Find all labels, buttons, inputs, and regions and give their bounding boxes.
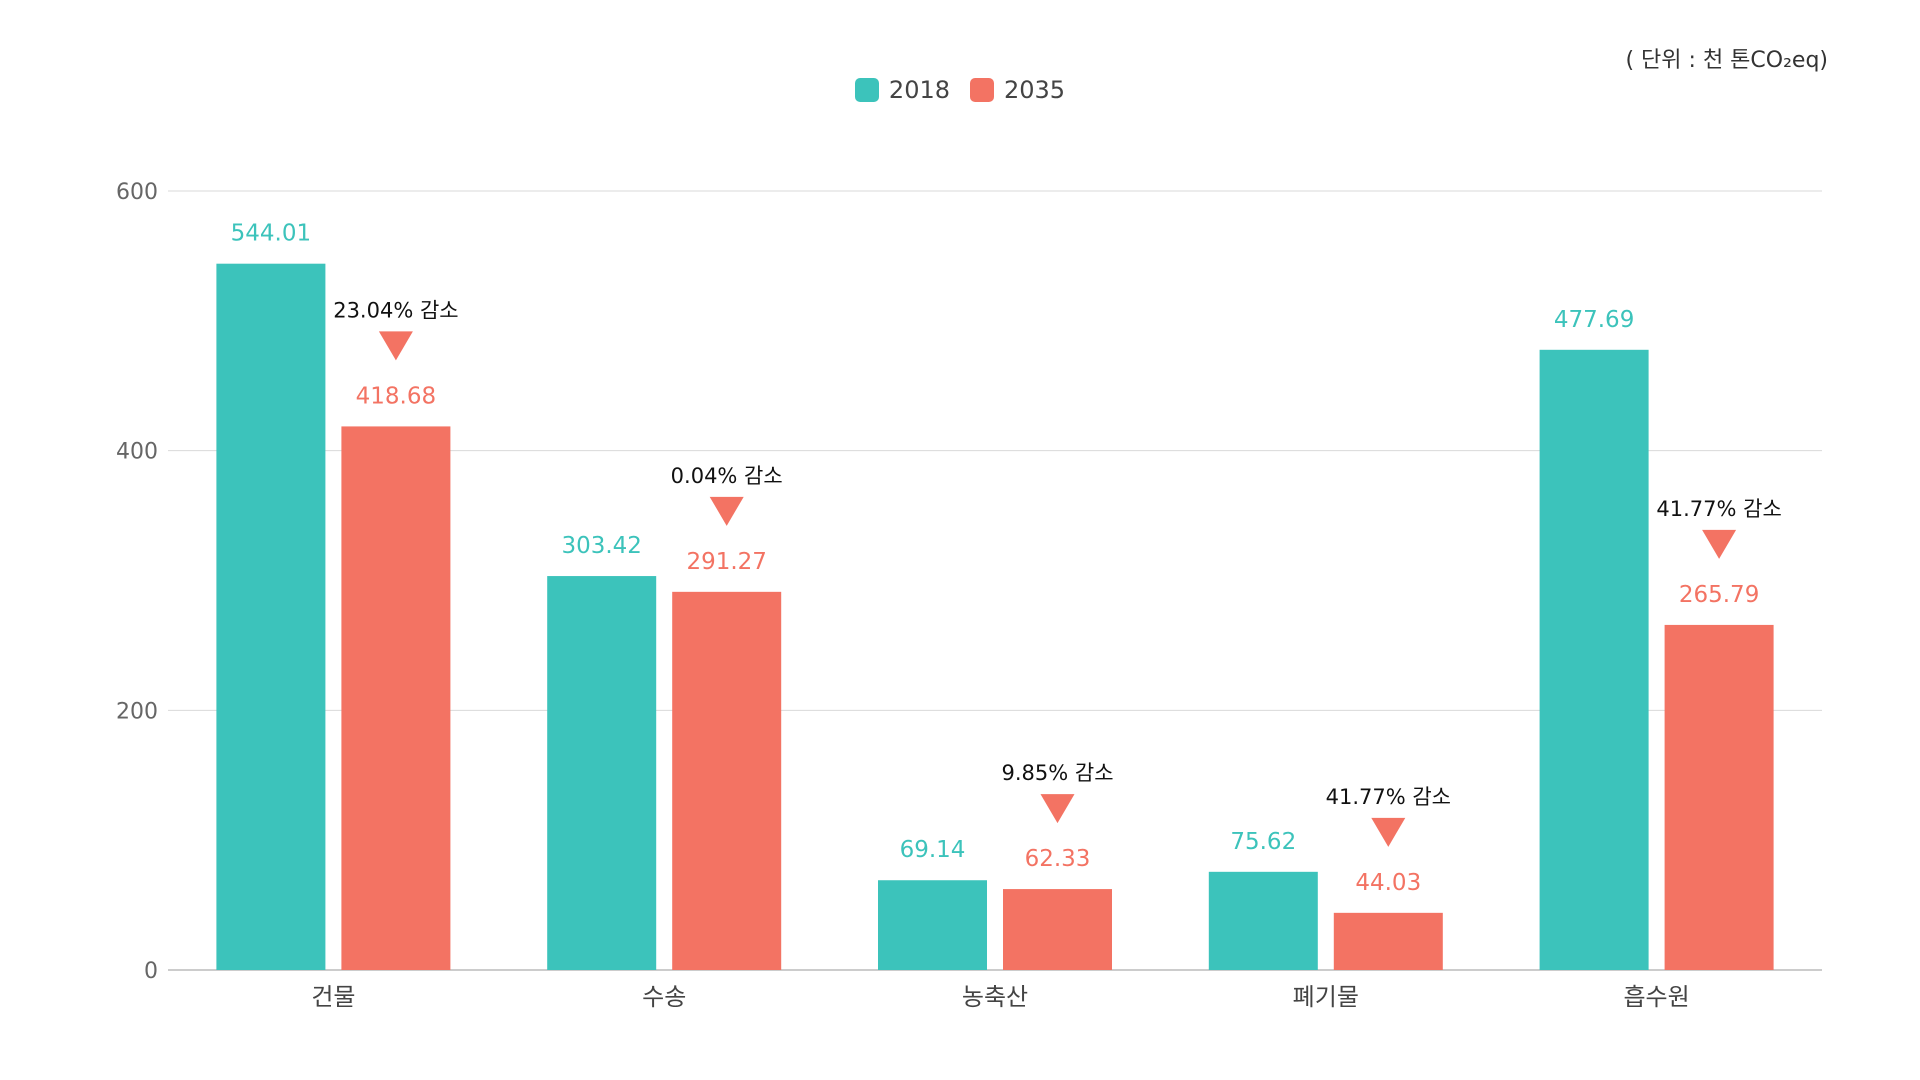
legend-item-2035[interactable]: 2035: [970, 76, 1065, 104]
data-label-2018: 477.69: [1554, 307, 1634, 333]
legend-swatch-2035: [970, 78, 994, 102]
data-label-2035: 44.03: [1355, 870, 1421, 896]
y-tick-label: 200: [116, 699, 158, 724]
bar-2035: [1664, 624, 1774, 970]
bar-2018: [547, 576, 657, 970]
y-tick-label: 400: [116, 440, 158, 465]
chart-legend: 2018 2035: [0, 76, 1920, 104]
x-tick-label: 수송: [642, 983, 686, 1011]
data-label-2018: 69.14: [900, 837, 966, 863]
decrease-arrow-icon: [1371, 817, 1406, 847]
decrease-annotation: 23.04% 감소: [333, 298, 458, 322]
decrease-annotation: 41.77% 감소: [1656, 497, 1781, 521]
data-label-2018: 303.42: [561, 533, 641, 559]
decrease-arrow-icon: [1702, 529, 1737, 559]
legend-label-2018: 2018: [888, 76, 950, 104]
bar-2035: [1333, 912, 1443, 970]
decrease-arrow-icon: [709, 496, 744, 526]
bar-2018: [878, 880, 987, 970]
decrease-arrow-icon: [378, 331, 413, 361]
bar-2018: [1539, 349, 1649, 970]
bar-2018: [216, 263, 326, 970]
x-tick-label: 폐기물: [1293, 983, 1359, 1011]
y-tick-label: 0: [144, 959, 158, 984]
legend-swatch-2018: [854, 78, 879, 102]
decrease-arrow-icon: [1040, 794, 1075, 824]
x-tick-label: 건물: [311, 983, 355, 1011]
data-label-2035: 291.27: [686, 549, 766, 575]
x-tick-label: 농축산: [962, 983, 1028, 1011]
data-label-2035: 62.33: [1025, 846, 1091, 872]
bar-2018: [1208, 871, 1318, 970]
bar-2035: [341, 426, 451, 970]
decrease-annotation: 41.77% 감소: [1326, 785, 1451, 809]
data-label-2035: 418.68: [356, 383, 436, 409]
decrease-annotation: 9.85% 감소: [1001, 761, 1113, 785]
legend-item-2018[interactable]: 2018: [854, 76, 950, 104]
data-label-2035: 265.79: [1679, 582, 1759, 608]
legend-label-2035: 2035: [1004, 76, 1066, 104]
data-label-2018: 544.01: [231, 221, 311, 247]
bar-2035: [672, 591, 782, 970]
unit-label: ( 단위 : 천 톤CO₂eq): [1625, 48, 1828, 73]
bar-2035: [1003, 889, 1112, 970]
y-tick-label: 600: [116, 180, 158, 205]
data-label-2018: 75.62: [1230, 829, 1296, 855]
x-tick-label: 흡수원: [1623, 983, 1689, 1011]
decrease-annotation: 0.04% 감소: [671, 464, 783, 488]
